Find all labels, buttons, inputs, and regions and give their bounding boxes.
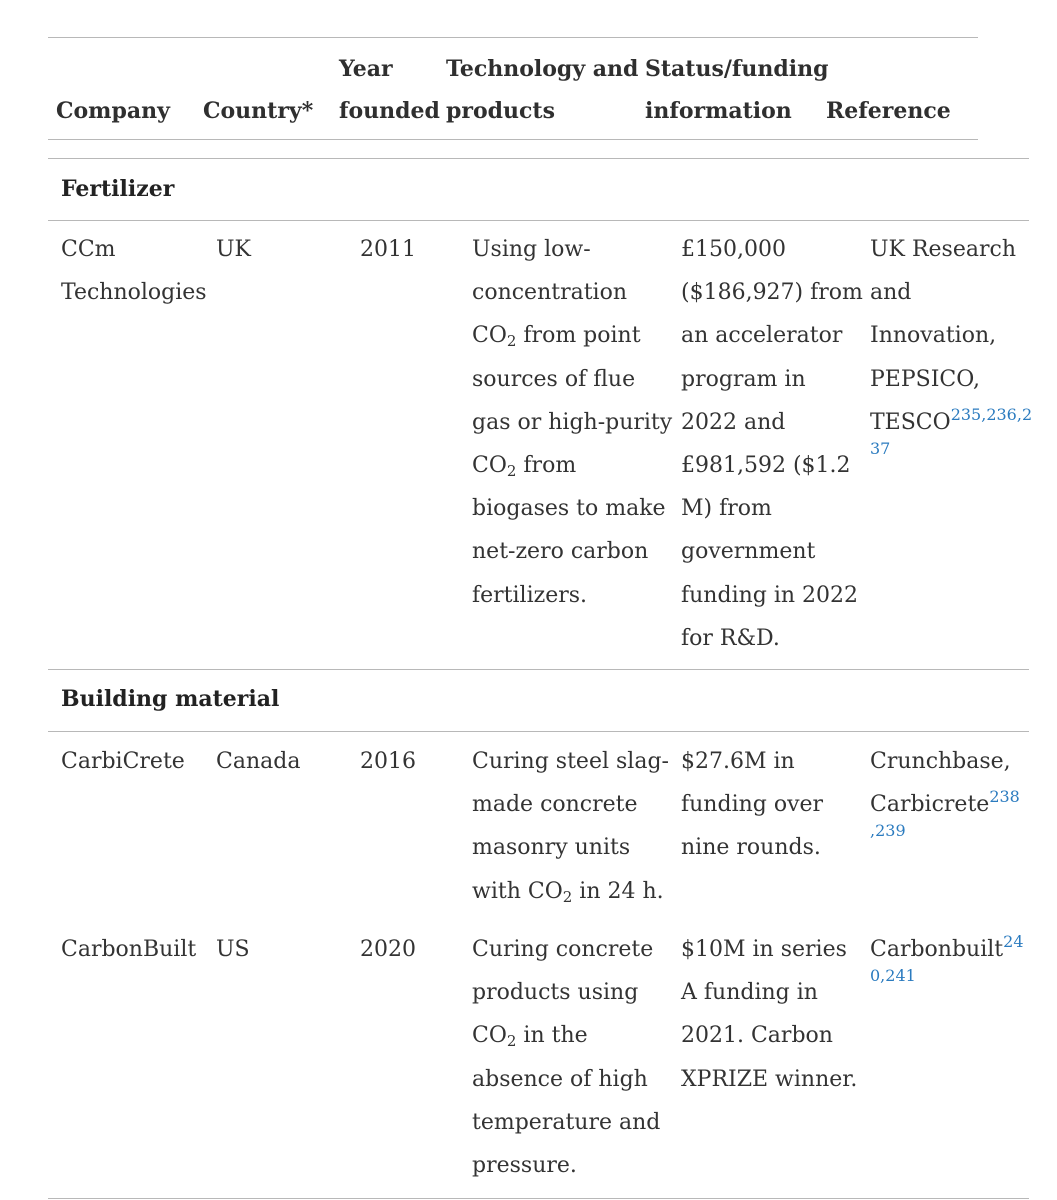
rule-bottom <box>48 1198 1029 1199</box>
header-year-bottom: founded <box>339 98 440 124</box>
cell-line: fertilizers. <box>472 582 588 608</box>
cell-line: nine rounds. <box>681 835 821 861</box>
cell-line: Curing steel slag- <box>472 749 669 774</box>
cell-technology: Curing concrete products using CO2 in the a… <box>472 928 660 1187</box>
cell-line: gas or high-purity <box>472 409 673 435</box>
cell-company: CCm Technologies <box>61 237 207 306</box>
cell-reference: Crunchbase, Carbicrete238 ,239 <box>870 749 1020 841</box>
reference-link[interactable]: 238 <box>989 787 1020 807</box>
cell-reference: Carbonbuilt24 0,241 <box>870 932 1024 986</box>
cell-line: ($186,927) from <box>681 280 863 306</box>
cell-line: an accelerator <box>681 323 843 349</box>
cell-line: for R&D. <box>681 625 780 651</box>
reference-link[interactable]: 24 <box>1003 932 1024 951</box>
cell-year: 2016 <box>360 749 416 774</box>
cell-status: $10M in series A funding in 2021. Carbon XP… <box>681 928 857 1101</box>
cell-line: made concrete <box>472 792 638 818</box>
cell-line: XPRIZE winner. <box>681 1066 858 1092</box>
cell-line: biogases to make <box>472 496 666 522</box>
rule-after-building <box>48 731 1029 732</box>
cell-year: 2011 <box>360 237 416 262</box>
cell-technology: Curing steel slag-made concrete masonry u… <box>472 740 669 913</box>
header-status-bottom: information <box>645 98 792 124</box>
cell-company: CarbonBuilt <box>61 937 197 962</box>
cell-line: funding over <box>681 792 824 818</box>
rule-before-building <box>48 669 1029 670</box>
cell-line: temperature and <box>472 1109 661 1135</box>
cell-line: government <box>681 539 816 565</box>
cell-line: CO2 in the <box>472 1023 588 1051</box>
cell-line: Using low- <box>472 237 591 262</box>
cell-country: UK <box>216 237 251 262</box>
header-country: Country* <box>203 98 314 124</box>
cell-status: $27.6M in funding over nine rounds. <box>681 740 823 870</box>
cell-technology: Using low-concentration CO2 from point sou… <box>472 228 672 617</box>
cell-line: A funding in <box>681 980 818 1006</box>
reference-link[interactable]: 235,236,2 <box>950 404 1033 424</box>
cell-line: CO2 from point <box>472 323 641 351</box>
header-company: Company <box>56 98 170 124</box>
reference-link[interactable]: 37 <box>870 439 891 459</box>
table-header: Year Technology and Status/funding Compa… <box>48 37 978 140</box>
rule-after-fertilizer <box>48 220 1029 221</box>
cell-country: US <box>216 937 250 962</box>
cell-year: 2020 <box>360 937 416 962</box>
section-title-fertilizer: Fertilizer <box>61 176 175 202</box>
cell-line: funding in 2022 <box>681 582 859 608</box>
reference-link[interactable]: 0,241 <box>870 966 916 986</box>
rule-top <box>48 158 1029 159</box>
cell-line: Curing concrete <box>472 937 654 962</box>
cell-line: products using <box>472 980 639 1006</box>
header-tech-bottom: products <box>446 98 555 124</box>
header-reference: Reference <box>826 98 951 124</box>
cell-line: $27.6M in <box>681 749 795 774</box>
header-tech-top: Technology and <box>446 56 639 82</box>
header-year-top: Year <box>339 56 393 82</box>
reference-link[interactable]: ,239 <box>870 821 906 841</box>
cell-line: pressure. <box>472 1153 577 1179</box>
cell-line: absence of high <box>472 1066 648 1092</box>
cell-company: CarbiCrete <box>61 749 185 774</box>
cell-line: program in <box>681 366 806 392</box>
cell-line: CO2 from <box>472 453 577 481</box>
cell-reference: UK Research and Innovation, PEPSICO, TES… <box>870 237 1033 459</box>
cell-status: £150,000 ($186,927) from an accelerator pro… <box>681 228 863 660</box>
cell-line: sources of flue <box>472 366 636 392</box>
cell-line: M) from <box>681 496 772 522</box>
cell-line: $10M in series <box>681 937 847 962</box>
cell-line: concentration <box>472 280 628 306</box>
cell-line: £981,592 ($1.2 <box>681 453 851 479</box>
cell-line: 2022 and <box>681 409 786 435</box>
cell-country: Canada <box>216 749 301 774</box>
header-status-top: Status/funding <box>645 56 829 82</box>
cell-line: 2021. Carbon <box>681 1023 833 1049</box>
cell-line: with CO2 in 24 h. <box>472 878 664 906</box>
section-title-building-material: Building material <box>61 686 280 712</box>
cell-line: net-zero carbon <box>472 539 649 565</box>
cell-line: masonry units <box>472 835 631 861</box>
cell-line: £150,000 <box>681 237 786 262</box>
